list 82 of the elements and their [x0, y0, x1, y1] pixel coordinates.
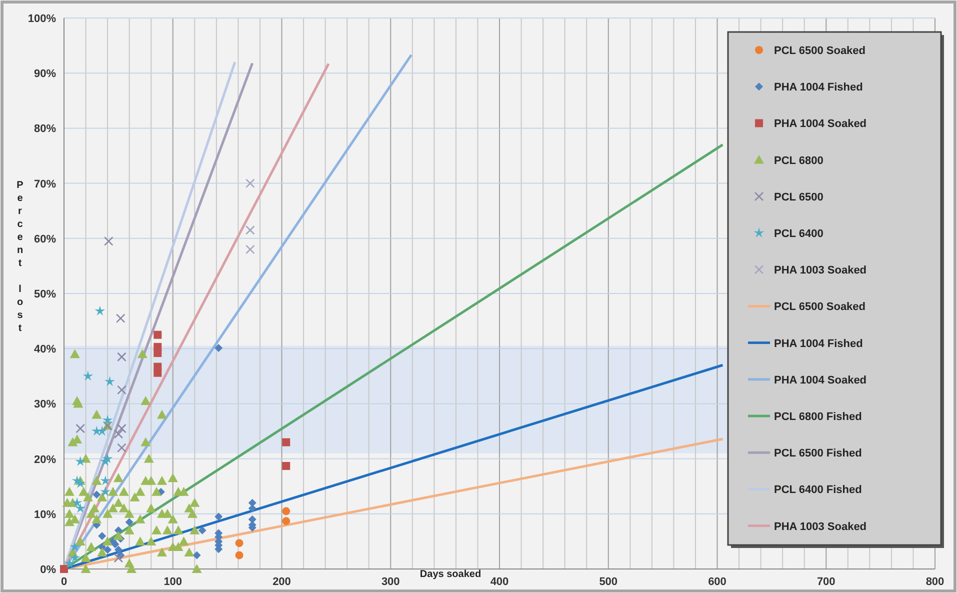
point [282, 517, 290, 526]
point [114, 429, 124, 439]
y-axis-title: Percent lost [14, 180, 26, 336]
y-tick-label: 70% [34, 178, 56, 190]
point [116, 314, 126, 323]
point [198, 526, 206, 534]
legend-label: PCL 6400 [774, 228, 824, 240]
x-tick-label: 800 [926, 576, 944, 588]
point [117, 385, 126, 395]
legend-label: PHA 1003 Soaked [774, 520, 867, 533]
x-tick-label: 200 [272, 576, 291, 588]
x-tick-label: 500 [599, 576, 618, 588]
x-tick-label: 0 [60, 576, 68, 588]
point [72, 497, 82, 508]
legend-label: PHA 1003 Soaked [774, 264, 867, 277]
point [104, 546, 112, 554]
y-tick-label: 90% [34, 68, 56, 80]
point [104, 376, 115, 386]
point [117, 352, 126, 362]
point [235, 539, 244, 548]
x-tick-label: 400 [490, 576, 509, 588]
y-tick-label: 0% [40, 564, 56, 576]
x-axis-title: Days soaked [420, 569, 482, 580]
point [102, 414, 113, 425]
x-tick-label: 700 [816, 576, 836, 588]
point [75, 456, 86, 466]
point [282, 507, 290, 516]
point [76, 424, 85, 434]
y-tick-label: 30% [34, 398, 56, 411]
y-tick-label: 40% [34, 344, 56, 356]
point [117, 424, 126, 434]
point [100, 475, 111, 486]
point [214, 344, 223, 352]
point [246, 225, 255, 235]
y-tick-label: 60% [34, 233, 56, 246]
point [117, 443, 126, 452]
legend-label: PCL 6800 Fished [774, 411, 862, 423]
y-tick-label: 20% [34, 454, 56, 466]
point [102, 453, 113, 464]
x-tick-label: 300 [381, 576, 400, 588]
point [64, 558, 75, 568]
point [94, 306, 106, 316]
point [104, 236, 114, 246]
point [70, 552, 80, 562]
legend-label: PCL 6400 Fished [774, 484, 862, 496]
legend-label: PCL 6800 [774, 154, 824, 167]
y-tick-label: 80% [34, 123, 56, 136]
legend-label: PHA 1004 Fished [774, 82, 863, 94]
legend-label: PHA 1004 Fished [774, 338, 863, 350]
y-tick-label: 10% [34, 508, 56, 521]
point [98, 532, 106, 540]
point [114, 546, 122, 554]
legend-label: PHA 1004 Soaked [774, 374, 867, 386]
legend-label: PCL 6500 Soaked [774, 45, 866, 57]
x-tick-label: 100 [164, 576, 182, 588]
y-tick-label: 50% [34, 288, 56, 300]
legend-label: PCL 6500 Soaked [774, 301, 866, 314]
point [91, 426, 102, 436]
point [75, 478, 86, 488]
point [100, 486, 111, 496]
point [235, 551, 244, 560]
x-tick-label: 600 [708, 576, 726, 588]
point [75, 502, 86, 513]
legend-label: PCL 6500 Fished [774, 448, 862, 460]
point [154, 330, 162, 339]
point [282, 462, 290, 470]
point [154, 368, 162, 377]
point [154, 349, 162, 358]
point [60, 565, 68, 573]
legend-label: PCL 6500 [774, 191, 824, 204]
legend-label: PHA 1004 Soaked [774, 118, 867, 130]
point [114, 553, 124, 563]
point [192, 551, 201, 560]
y-tick-label: 100% [28, 13, 56, 25]
point [214, 512, 223, 521]
point [125, 518, 134, 526]
point [82, 370, 94, 381]
point [92, 490, 101, 499]
point [246, 244, 255, 254]
point [246, 178, 255, 188]
point [70, 541, 80, 552]
point [282, 438, 290, 446]
